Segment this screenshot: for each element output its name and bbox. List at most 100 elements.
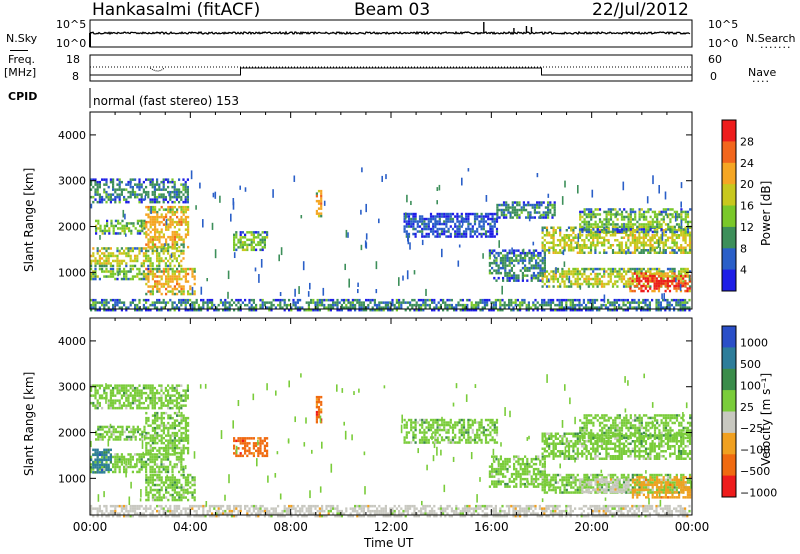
power-cell: [635, 272, 639, 275]
power-cell: [92, 275, 95, 278]
power-cell: [686, 270, 689, 273]
power-cell: [565, 275, 568, 278]
power-cell: [178, 223, 181, 226]
power-cell: [106, 219, 109, 223]
power-cell: [603, 251, 606, 254]
power-cell: [107, 198, 110, 201]
power-sparse-cell: [361, 167, 363, 173]
power-cell: [448, 303, 451, 307]
power-cell: [147, 257, 150, 260]
power-cell: [202, 306, 205, 309]
power-cell: [688, 251, 692, 254]
power-cell: [596, 308, 599, 312]
power-cell: [226, 308, 229, 312]
power-cell: [640, 287, 643, 290]
power-cell: [521, 261, 524, 265]
velocity-cell: [169, 424, 172, 427]
power-cell: [162, 180, 165, 184]
power-cell: [389, 301, 392, 304]
power-cell: [551, 203, 554, 207]
power-cell: [581, 210, 584, 214]
power-cell: [504, 256, 507, 260]
power-cell: [592, 236, 595, 239]
velocity-cell: [112, 399, 115, 402]
power-cell: [488, 269, 491, 272]
power-cell: [120, 306, 123, 309]
power-cell: [565, 303, 568, 307]
freq-tick-top: 18: [66, 53, 80, 66]
power-cell: [307, 303, 310, 307]
velocity-cell: [187, 473, 190, 477]
power-cell: [255, 308, 258, 312]
velocity-cell: [131, 389, 134, 392]
power-cell: [180, 235, 183, 239]
power-cell: [686, 251, 689, 254]
power-cell: [539, 274, 542, 277]
power-cell: [178, 308, 181, 312]
power-cell: [156, 218, 159, 221]
power-cell: [618, 298, 621, 302]
power-cell: [233, 236, 236, 239]
power-cell: [622, 277, 626, 281]
power-cell: [598, 218, 602, 221]
power-cell: [671, 234, 674, 237]
power-cell: [560, 301, 563, 304]
power-cell: [559, 239, 562, 242]
velocity-cell: [114, 430, 117, 434]
power-cell: [644, 298, 647, 302]
power-cell: [255, 236, 258, 239]
power-cell: [118, 262, 121, 265]
power-cell: [241, 301, 244, 304]
velocity-cell: [167, 414, 170, 417]
power-cell: [186, 190, 189, 194]
power-cell: [598, 282, 601, 286]
power-cell: [589, 246, 593, 249]
power-cell: [318, 298, 321, 302]
power-cell: [158, 252, 161, 255]
power-cell: [156, 290, 159, 293]
power-cell: [167, 218, 170, 221]
power-cell: [116, 188, 119, 191]
power-cell: [513, 251, 516, 255]
power-cell: [184, 200, 187, 204]
power-cell: [673, 270, 676, 273]
velocity-cell: [156, 465, 159, 469]
power-cell: [633, 244, 637, 247]
power-cell: [679, 301, 682, 304]
cpid-label: CPID: [8, 90, 38, 103]
velocity-cell: [156, 391, 159, 395]
power-cell: [131, 190, 134, 194]
power-cell: [130, 229, 133, 233]
power-cell: [629, 215, 632, 219]
power-cell: [412, 227, 415, 231]
power-cell: [547, 206, 550, 209]
power-cell: [607, 239, 610, 242]
velocity-cell: [112, 394, 115, 397]
power-cell: [607, 282, 610, 286]
power-cell: [160, 213, 163, 216]
power-cell: [653, 241, 656, 244]
velocity-cell: [171, 493, 174, 497]
velocity-cell: [169, 399, 172, 402]
power-cell: [424, 306, 427, 309]
power-cell: [145, 257, 148, 260]
power-cell: [675, 303, 678, 307]
power-cell: [583, 210, 586, 214]
velocity-cell: [160, 486, 163, 489]
power-cell: [160, 195, 163, 199]
power-cell: [679, 303, 682, 307]
power-cell: [471, 235, 474, 238]
power-cell: [167, 277, 170, 281]
power-cell: [662, 249, 665, 252]
power-cell: [499, 298, 502, 302]
power-cell: [631, 298, 634, 302]
power-cell: [668, 279, 672, 283]
power-cell: [449, 220, 452, 223]
velocity-cell: [125, 399, 128, 402]
power-cell: [204, 301, 207, 304]
velocity-cell: [151, 434, 154, 437]
power-cell: [642, 223, 646, 226]
power-cell: [182, 301, 185, 304]
power-cell: [668, 303, 671, 307]
power-cell: [613, 308, 616, 312]
